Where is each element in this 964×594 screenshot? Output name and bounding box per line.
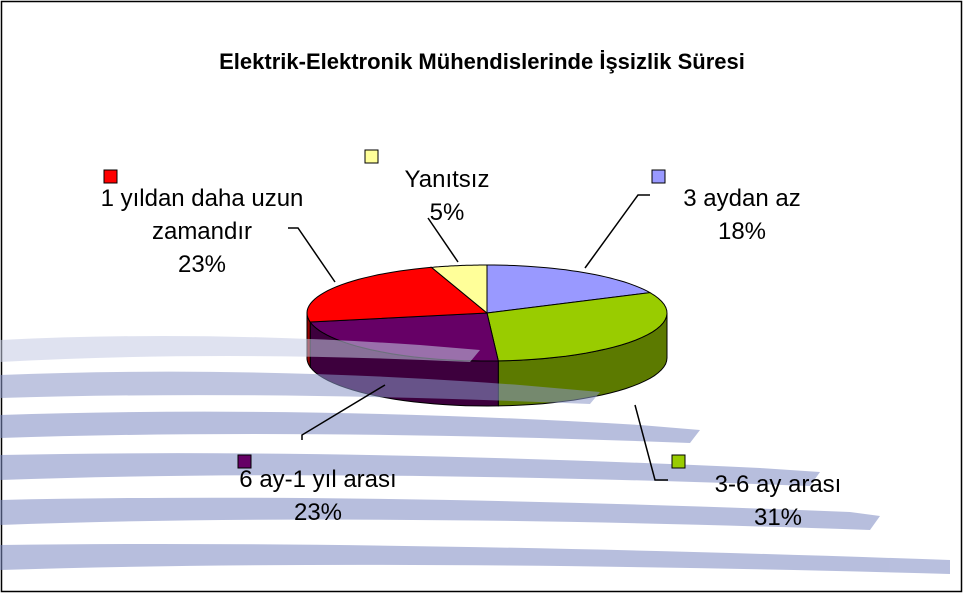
pie-slice [486,292,668,362]
leader-lines [288,194,668,481]
category-label: 3 aydan az [683,185,801,212]
legend-key [651,169,666,184]
chart-title: Elektrik-Elektronik Mühendislerinde İşsi… [219,49,745,74]
data-label: 6 ay-1 yıl arası 23% [233,463,403,529]
category-label: Yanıtsız [404,166,490,193]
value-label: 23% [293,499,343,526]
data-label: 3 aydan az 18% [642,182,842,248]
category-label: 1 yıldan daha uzun zamandır [100,185,304,245]
value-label: 31% [753,504,803,531]
pie-slice [306,266,489,323]
category-label: 6 ay-1 yıl arası [239,466,397,493]
data-label: 1 yıldan daha uzun zamandır 23% [97,182,307,281]
value-label: 23% [177,251,227,278]
data-label: Yanıtsız 5% [377,163,517,229]
value-label: 18% [717,218,767,245]
value-label: 5% [429,199,465,226]
legend-key [671,454,686,469]
pie-slice [486,264,652,314]
category-label: 3-6 ay arası [714,471,842,498]
legend-key [364,149,379,164]
decor-stripes [0,336,950,574]
legend-key [103,169,118,184]
data-label: 3-6 ay arası 31% [668,468,888,534]
legend-key [237,454,252,469]
pie-slice [430,264,488,315]
